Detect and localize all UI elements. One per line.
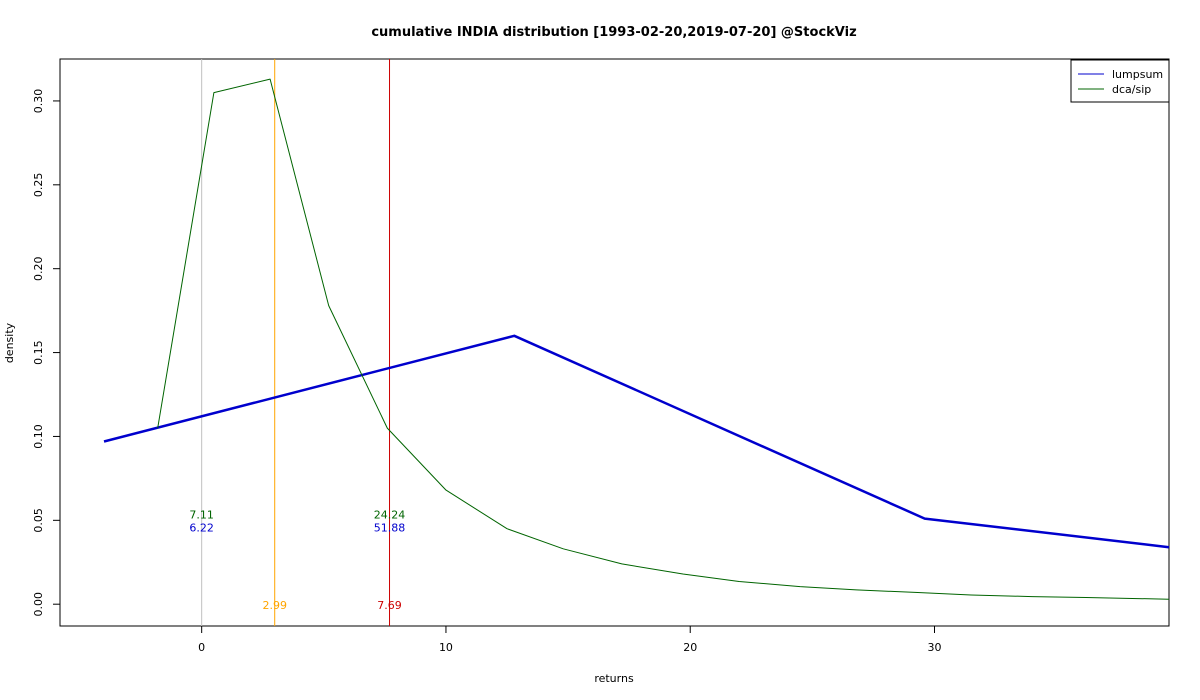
legend: lumpsum dca/sip: [1070, 59, 1170, 103]
legend-label-lumpsum: lumpsum: [1112, 68, 1163, 81]
legend-label-dca-sip: dca/sip: [1112, 83, 1151, 96]
x-tick-label-1: 10: [439, 641, 453, 654]
annotation-4: 2.99: [262, 599, 287, 612]
series-layer: [103, 78, 1170, 600]
y-tick-label-0: 0.00: [32, 592, 45, 617]
series-line-0: [103, 334, 1170, 549]
y-tick-label-6: 0.30: [32, 89, 45, 114]
y-tick-label-2: 0.10: [32, 424, 45, 449]
x-tick-label-2: 20: [683, 641, 697, 654]
x-axis-label: returns: [594, 672, 634, 685]
x-tick-label-0: 0: [198, 641, 205, 654]
legend-box: [1070, 59, 1170, 103]
x-axis: 0 10 20 30: [198, 626, 941, 654]
annotation-0: 7.11: [189, 508, 214, 521]
plot-frame: [59, 58, 1170, 627]
y-axis: 0.00 0.05 0.10 0.15 0.20 0.25 0.30: [32, 89, 60, 617]
reference-lines: [201, 59, 391, 626]
y-axis-label: density: [3, 322, 16, 363]
series-line-1: [157, 78, 1170, 600]
annotation-3: 51.88: [374, 522, 406, 535]
annotation-1: 6.22: [189, 522, 214, 535]
x-tick-label-3: 30: [927, 641, 941, 654]
y-tick-label-5: 0.25: [32, 173, 45, 198]
annotation-2: 24.24: [374, 508, 406, 521]
y-tick-label-1: 0.05: [32, 508, 45, 533]
annotation-5: 7.69: [377, 599, 402, 612]
y-tick-label-3: 0.15: [32, 340, 45, 365]
chart-title: cumulative INDIA distribution [1993-02-2…: [371, 25, 856, 40]
y-tick-label-4: 0.20: [32, 256, 45, 281]
